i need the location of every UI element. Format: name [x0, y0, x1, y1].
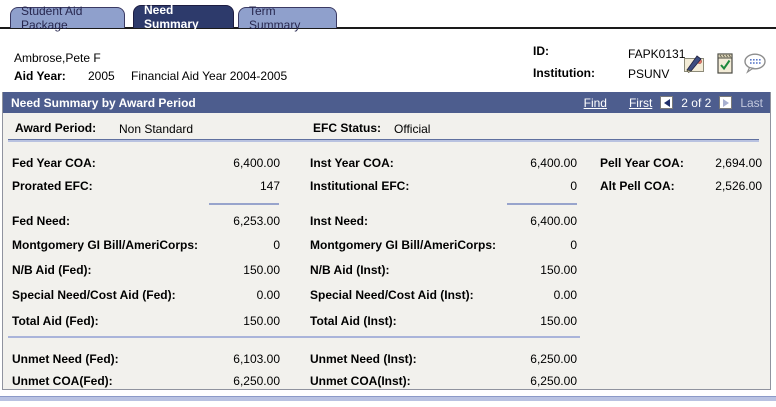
field-label: Prorated EFC: — [12, 179, 93, 193]
award-period-label: Award Period: — [15, 121, 97, 135]
tab-label: Student Aid Package — [21, 4, 83, 32]
field-value: 150.00 — [540, 314, 577, 328]
efc-status-value: Official — [394, 122, 431, 136]
field-value: 6,253.00 — [233, 214, 280, 228]
checklist-icon[interactable] — [713, 52, 737, 75]
field-label: Montgomery GI Bill/AmeriCorps: — [310, 238, 497, 252]
next-row-button — [719, 96, 733, 109]
field-label: Inst Year COA: — [310, 156, 394, 170]
efc-status-label: EFC Status: — [313, 121, 382, 135]
header-action-icons — [683, 52, 767, 75]
field-label: Total Aid (Fed): — [12, 314, 99, 328]
group-box-header-bar: Need Summary by Award Period Find First … — [3, 92, 770, 113]
field-label: Fed Need: — [12, 214, 71, 228]
field-label: Total Aid (Inst): — [310, 314, 397, 328]
field-label: Alt Pell COA: — [600, 179, 675, 193]
field-value: 6,250.00 — [233, 374, 280, 388]
field-row-need: Fed Need: 6,253.00 Inst Need: 6,400.00 — [0, 214, 769, 229]
row-position: 2 of 2 — [681, 95, 712, 110]
page-bottom-rule — [0, 396, 776, 401]
field-label: Unmet Need (Inst): — [310, 352, 417, 366]
field-row-year-coa: Fed Year COA: 6,400.00 Inst Year COA: 6,… — [0, 156, 769, 171]
student-name: Ambrose,Pete F — [14, 51, 101, 65]
tab-need-summary[interactable]: Need Summary — [133, 3, 234, 31]
field-label: Unmet COA(Inst): — [310, 374, 411, 388]
field-row-efc: Prorated EFC: 147 Institutional EFC: 0 A… — [0, 179, 769, 194]
institution-label: Institution: — [533, 66, 595, 80]
institution-value: PSUNV — [628, 67, 670, 81]
field-label: N/B Aid (Inst): — [310, 263, 390, 277]
field-value: 150.00 — [540, 263, 577, 277]
field-value: 0 — [273, 238, 280, 252]
first-link[interactable]: First — [628, 95, 653, 110]
field-label: N/B Aid (Fed): — [12, 263, 92, 277]
fed-sum-line — [209, 203, 279, 205]
field-label: Montgomery GI Bill/AmeriCorps: — [12, 238, 199, 252]
field-value: 6,250.00 — [530, 374, 577, 388]
field-label: Inst Need: — [310, 214, 369, 228]
field-value: 6,103.00 — [233, 352, 280, 366]
id-value: FAPK0131 — [628, 47, 686, 61]
field-value: 0.00 — [256, 288, 280, 302]
field-label: Institutional EFC: — [310, 179, 410, 193]
tab-label: Need Summary — [144, 3, 199, 31]
tab-student-aid-package[interactable]: Student Aid Package — [10, 4, 125, 32]
header-row-separator — [8, 139, 759, 142]
find-link[interactable]: Find — [583, 95, 607, 110]
last-link: Last — [740, 95, 763, 110]
award-period-value: Non Standard — [119, 122, 194, 136]
previous-row-button[interactable] — [660, 96, 674, 109]
field-label: Fed Year COA: — [12, 156, 96, 170]
field-row-total-aid: Total Aid (Fed): 150.00 Total Aid (Inst)… — [0, 314, 769, 329]
field-row-special-need: Special Need/Cost Aid (Fed): 0.00 Specia… — [0, 288, 769, 303]
field-label: Special Need/Cost Aid (Inst): — [310, 288, 474, 302]
field-label: Unmet COA(Fed): — [12, 374, 113, 388]
inst-sum-line — [507, 203, 577, 205]
field-row-unmet-coa: Unmet COA(Fed): 6,250.00 Unmet COA(Inst)… — [0, 374, 769, 389]
total-aid-separator — [8, 336, 580, 338]
field-label: Unmet Need (Fed): — [12, 352, 119, 366]
field-value: 147 — [259, 179, 280, 193]
field-value: 6,400.00 — [530, 214, 577, 228]
row-navigation: Find First 2 of 2 Last — [584, 92, 763, 113]
comment-icon[interactable] — [743, 52, 767, 75]
aid-year-description: Financial Aid Year 2004-2005 — [131, 69, 288, 83]
field-value: 2,694.00 — [715, 156, 762, 170]
field-row-nb-aid: N/B Aid (Fed): 150.00 N/B Aid (Inst): 15… — [0, 263, 769, 278]
field-value: 2,526.00 — [715, 179, 762, 193]
tab-label: Term Summary — [249, 4, 301, 32]
field-value: 6,400.00 — [530, 156, 577, 170]
field-row-unmet-need: Unmet Need (Fed): 6,103.00 Unmet Need (I… — [0, 352, 769, 367]
field-label: Pell Year COA: — [600, 156, 684, 170]
field-value: 6,400.00 — [233, 156, 280, 170]
id-label: ID: — [533, 44, 549, 58]
field-value: 0 — [570, 238, 577, 252]
field-value: 6,250.00 — [530, 352, 577, 366]
field-value: 150.00 — [243, 263, 280, 277]
group-box-title: Need Summary by Award Period — [11, 95, 196, 110]
field-label: Special Need/Cost Aid (Fed): — [12, 288, 176, 302]
field-row-montgomery: Montgomery GI Bill/AmeriCorps: 0 Montgom… — [0, 238, 769, 253]
previous-arrow-icon — [663, 98, 670, 107]
aid-year-label: Aid Year: — [14, 69, 66, 83]
aid-year-value: 2005 — [88, 69, 115, 83]
letter-pen-icon[interactable] — [683, 52, 707, 75]
field-value: 0.00 — [553, 288, 577, 302]
field-value: 0 — [570, 179, 577, 193]
tabbar-underline — [0, 27, 776, 29]
tab-term-summary[interactable]: Term Summary — [238, 4, 337, 32]
next-arrow-icon — [722, 98, 729, 107]
field-value: 150.00 — [243, 314, 280, 328]
